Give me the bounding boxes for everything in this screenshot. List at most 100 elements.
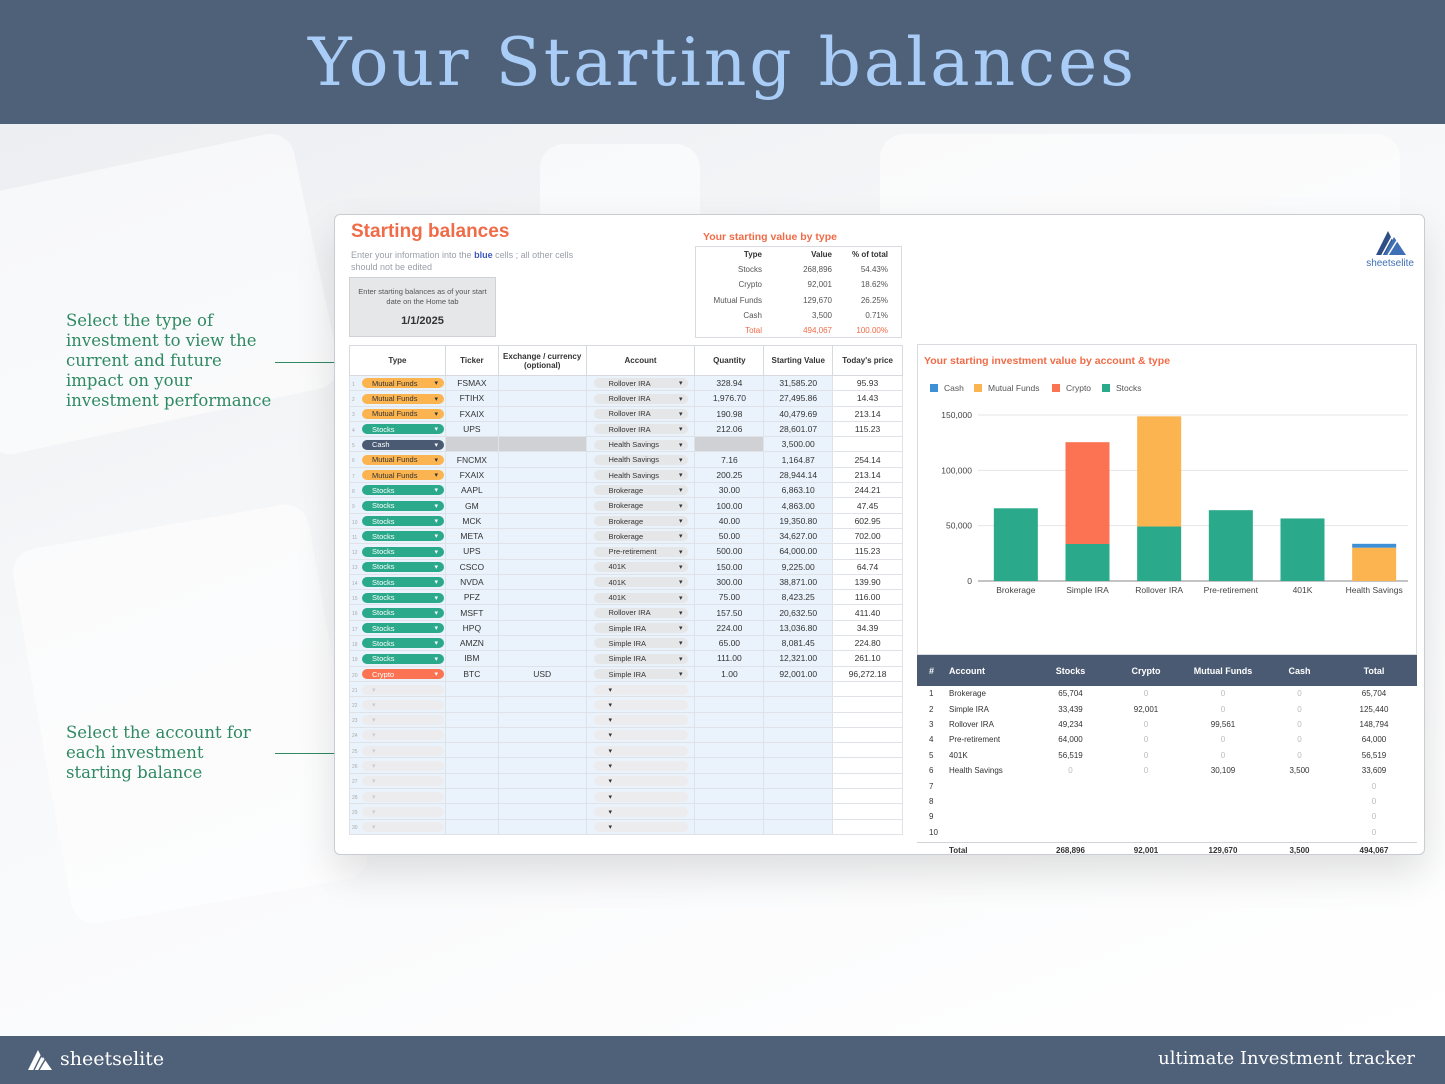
quantity-cell[interactable]: 150.00 (694, 558, 765, 575)
exchange-cell[interactable] (497, 512, 587, 529)
starting-value-cell[interactable] (763, 696, 834, 713)
quantity-cell[interactable] (694, 818, 765, 835)
starting-value-cell[interactable]: 28,944.14 (763, 466, 834, 484)
type-dropdown[interactable]: Stocks (362, 424, 444, 435)
type-dropdown[interactable] (362, 715, 444, 726)
account-dropdown[interactable] (593, 699, 688, 710)
type-cell[interactable]: 15 Stocks (349, 589, 446, 606)
type-cell[interactable]: 14 Stocks (349, 573, 446, 591)
exchange-cell[interactable] (497, 451, 587, 468)
account-cell[interactable] (585, 726, 696, 744)
account-dropdown[interactable]: Simple IRA (593, 653, 688, 664)
account-cell[interactable]: Brokerage (585, 527, 696, 545)
exchange-cell[interactable] (497, 543, 587, 560)
account-dropdown[interactable]: 401K (593, 592, 688, 603)
type-dropdown[interactable]: Stocks (362, 577, 444, 588)
account-dropdown[interactable] (593, 806, 688, 817)
account-cell[interactable]: Brokerage (585, 482, 696, 499)
ticker-cell[interactable]: HPQ (444, 619, 499, 637)
quantity-cell[interactable] (694, 726, 765, 744)
type-dropdown[interactable]: Stocks (362, 561, 444, 572)
account-dropdown[interactable] (593, 745, 688, 756)
account-cell[interactable]: Simple IRA (585, 665, 696, 682)
type-dropdown[interactable]: Stocks (362, 638, 444, 649)
type-dropdown[interactable]: Mutual Funds (362, 454, 444, 465)
exchange-cell[interactable] (497, 818, 587, 835)
starting-value-cell[interactable]: 27,495.86 (763, 390, 834, 407)
type-dropdown[interactable] (362, 776, 444, 787)
quantity-cell[interactable] (694, 742, 765, 759)
starting-value-cell[interactable]: 34,627.00 (763, 527, 834, 545)
type-cell[interactable]: 8 Stocks (349, 482, 446, 499)
exchange-cell[interactable] (497, 405, 587, 422)
type-cell[interactable]: 24 (349, 726, 446, 744)
type-cell[interactable]: 7 Mutual Funds (349, 466, 446, 484)
type-dropdown[interactable]: Stocks (362, 592, 444, 603)
type-cell[interactable]: 26 (349, 757, 446, 774)
type-cell[interactable]: 16 Stocks (349, 604, 446, 621)
type-dropdown[interactable]: Cash (362, 439, 444, 450)
ticker-cell[interactable] (444, 757, 499, 774)
quantity-cell[interactable]: 1,976.70 (694, 390, 765, 407)
type-cell[interactable]: 3 Mutual Funds (349, 405, 446, 422)
account-cell[interactable]: 401K (585, 589, 696, 606)
type-dropdown[interactable]: Stocks (362, 607, 444, 618)
type-cell[interactable]: 23 (349, 711, 446, 728)
account-cell[interactable] (585, 757, 696, 774)
exchange-cell[interactable] (497, 726, 587, 744)
ticker-cell[interactable] (444, 726, 499, 744)
starting-value-cell[interactable]: 6,863.10 (763, 482, 834, 499)
type-dropdown[interactable] (362, 699, 444, 710)
starting-value-cell[interactable]: 31,585.20 (763, 374, 834, 392)
type-dropdown[interactable]: Mutual Funds (362, 408, 444, 419)
starting-value-cell[interactable]: 9,225.00 (763, 558, 834, 575)
starting-value-cell[interactable]: 20,632.50 (763, 604, 834, 621)
quantity-cell[interactable]: 40.00 (694, 512, 765, 529)
account-cell[interactable]: Rollover IRA (585, 390, 696, 407)
account-dropdown[interactable]: Rollover IRA (593, 393, 688, 404)
ticker-cell[interactable] (444, 742, 499, 759)
account-cell[interactable]: Rollover IRA (585, 420, 696, 438)
ticker-cell[interactable]: MSFT (444, 604, 499, 621)
quantity-cell[interactable]: 65.00 (694, 635, 765, 652)
account-cell[interactable]: Pre-retirement (585, 543, 696, 560)
type-dropdown[interactable]: Stocks (362, 546, 444, 557)
exchange-cell[interactable] (497, 466, 587, 484)
ticker-cell[interactable]: AMZN (444, 635, 499, 652)
exchange-cell[interactable] (497, 680, 587, 698)
starting-value-cell[interactable]: 4,863.00 (763, 497, 834, 514)
type-dropdown[interactable]: Mutual Funds (362, 393, 444, 404)
ticker-cell[interactable]: PFZ (444, 589, 499, 606)
exchange-cell[interactable] (497, 696, 587, 713)
ticker-cell[interactable]: UPS (444, 420, 499, 438)
quantity-cell[interactable] (694, 803, 765, 820)
account-cell[interactable]: Health Savings (585, 436, 696, 453)
account-dropdown[interactable]: Health Savings (593, 439, 688, 450)
account-cell[interactable]: Health Savings (585, 451, 696, 468)
ticker-cell[interactable]: NVDA (444, 573, 499, 591)
account-cell[interactable]: Rollover IRA (585, 604, 696, 621)
account-dropdown[interactable] (593, 776, 688, 787)
ticker-cell[interactable] (444, 711, 499, 728)
account-cell[interactable] (585, 742, 696, 759)
starting-value-cell[interactable]: 13,036.80 (763, 619, 834, 637)
ticker-cell[interactable] (444, 696, 499, 713)
account-cell[interactable]: Brokerage (585, 497, 696, 514)
type-cell[interactable]: 19 Stocks (349, 650, 446, 667)
exchange-cell[interactable] (497, 650, 587, 667)
exchange-cell[interactable] (497, 604, 587, 621)
account-dropdown[interactable] (593, 715, 688, 726)
ticker-cell[interactable]: FNCMX (444, 451, 499, 468)
type-dropdown[interactable]: Stocks (362, 500, 444, 511)
account-cell[interactable] (585, 711, 696, 728)
quantity-cell[interactable]: 200.25 (694, 466, 765, 484)
starting-value-cell[interactable]: 38,871.00 (763, 573, 834, 591)
account-cell[interactable]: Rollover IRA (585, 374, 696, 392)
ticker-cell[interactable] (444, 818, 499, 835)
quantity-cell[interactable]: 328.94 (694, 374, 765, 392)
account-dropdown[interactable] (593, 684, 688, 695)
account-dropdown[interactable] (593, 761, 688, 772)
type-dropdown[interactable] (362, 806, 444, 817)
type-dropdown[interactable] (362, 684, 444, 695)
starting-value-cell[interactable] (763, 788, 834, 805)
